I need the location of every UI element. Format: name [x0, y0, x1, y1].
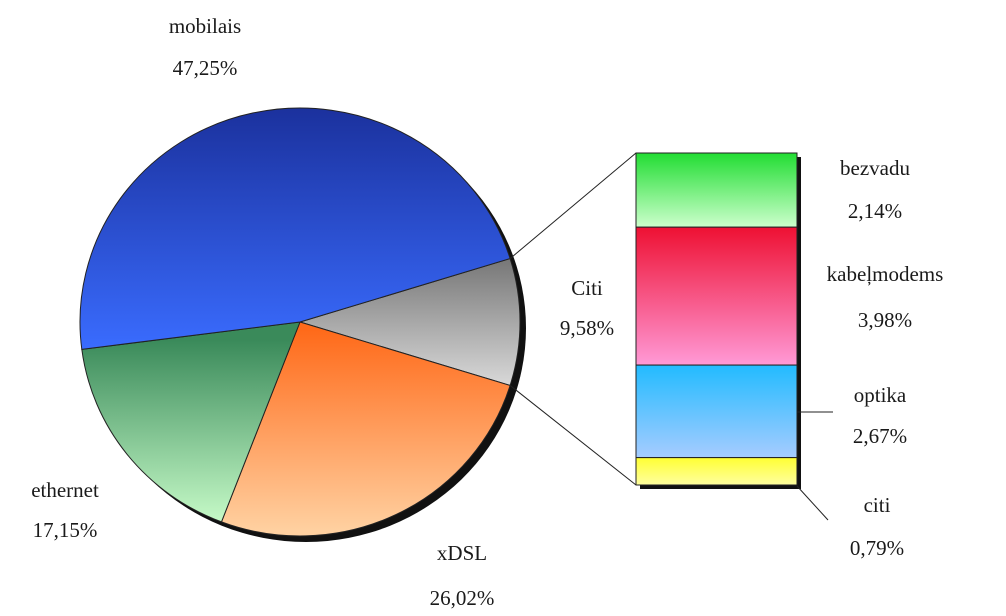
connector-line — [509, 152, 637, 259]
slice-value-label: 17,15% — [33, 518, 98, 542]
bar-label: optika — [854, 383, 907, 407]
slice-label: Citi — [571, 276, 603, 300]
slice-label: ethernet — [31, 478, 99, 502]
bar-label: bezvadu — [840, 156, 910, 180]
bar-value-label: 0,79% — [850, 536, 904, 560]
bar-segment — [635, 152, 798, 228]
slice-label: xDSL — [437, 541, 487, 565]
slice-value-label: 47,25% — [173, 56, 238, 80]
slice-value-label: 26,02% — [430, 586, 495, 610]
slice-value-label: 9,58% — [560, 316, 614, 340]
bar-label: citi — [864, 493, 891, 517]
pie-slice — [81, 321, 301, 523]
bar-label: kabeļmodems — [827, 262, 944, 286]
connector-line — [509, 385, 637, 486]
bar-value-label: 3,98% — [858, 308, 912, 332]
leader-line — [796, 485, 829, 521]
slice-label: mobilais — [169, 14, 241, 38]
bar-segment — [635, 457, 798, 486]
bar-segment — [635, 226, 798, 366]
pie-slice — [220, 321, 511, 537]
bar-value-label: 2,14% — [848, 199, 902, 223]
bar-value-label: 2,67% — [853, 424, 907, 448]
pie-slice — [298, 257, 521, 387]
bar-segment — [635, 364, 798, 459]
pie-slice — [79, 107, 511, 350]
